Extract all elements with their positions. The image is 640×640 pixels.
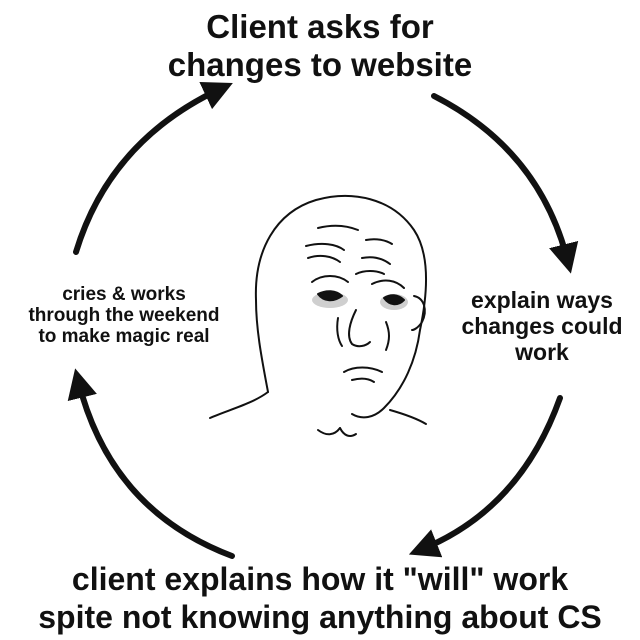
right-caption-line: changes could xyxy=(461,313,623,339)
right-caption: explain ways changes could work xyxy=(446,287,638,365)
bottom-caption: client explains how it "will" work spite… xyxy=(0,560,640,636)
right-caption-line: explain ways xyxy=(471,287,613,313)
arrow-top-to-right xyxy=(431,93,579,274)
top-caption-line: Client asks for xyxy=(206,8,434,45)
left-caption: cries & works through the weekend to mak… xyxy=(2,284,246,347)
top-caption: Client asks for changes to website xyxy=(120,8,520,84)
top-caption-line: changes to website xyxy=(167,46,473,83)
left-caption-line: to make magic real xyxy=(38,326,210,347)
bottom-caption-line: client explains how it "will" work xyxy=(71,561,569,597)
sad-wojak-face-icon xyxy=(209,194,428,437)
left-caption-line: cries & works xyxy=(62,284,186,305)
left-caption-line: through the weekend xyxy=(28,305,220,326)
arrow-right-to-bottom xyxy=(408,395,563,558)
arrow-bottom-to-left xyxy=(67,368,235,559)
right-caption-line: work xyxy=(515,339,569,365)
bottom-caption-line: spite not knowing anything about CS xyxy=(38,599,602,635)
arrow-left-to-top xyxy=(73,81,233,255)
